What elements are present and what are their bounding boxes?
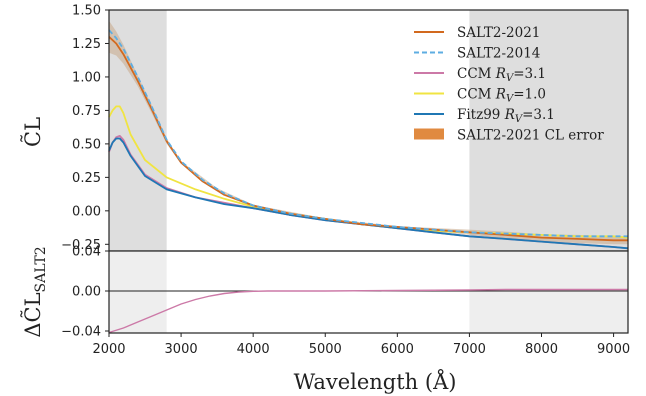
legend-entry-ccm-r-v-3-1: CCM RV=3.1	[414, 66, 546, 84]
bottom-y-axis-title-sub: SALT2	[33, 246, 49, 292]
top-y-tick-label: 1.00	[72, 70, 101, 85]
legend-entry-salt2-2014: SALT2-2014	[414, 46, 540, 62]
top-y-tick-label: 1.50	[72, 4, 101, 19]
residual-panel: 0.04 0.00 −0.04	[61, 245, 629, 340]
top-y-tick-label: 1.25	[72, 37, 101, 52]
top-shaded-region-1	[469, 10, 628, 251]
legend: SALT2-2021 SALT2-2014 CCM RV=3.1 CCM RV=1.0…	[414, 25, 604, 144]
bottom-y-axis-title-main: ΔC̃L	[21, 292, 45, 337]
legend-swatch	[414, 128, 444, 140]
legend-label: SALT2-2021	[457, 25, 540, 41]
legend-label: SALT2-2014	[457, 46, 540, 62]
top-series-lines	[108, 29, 629, 250]
top-y-ticks: 1.50 1.25 1.00 0.75 0.50 0.25 0.00 −0.25	[61, 4, 109, 253]
bottom-plot-frame	[108, 250, 629, 334]
legend-label: SALT2-2021 CL error	[457, 128, 604, 144]
x-tick-label: 7000	[453, 342, 486, 357]
legend-entry-fitz99-r-v-3-1: Fitz99 RV=3.1	[414, 107, 555, 125]
x-tick-label: 5000	[309, 342, 342, 357]
top-y-axis-title-group: C̃L	[21, 117, 45, 147]
legend-entry-ccm-r-v-1-0: CCM RV=1.0	[414, 87, 546, 105]
legend-label: Fitz99 RV=3.1	[457, 107, 555, 125]
residual-line-0	[108, 288, 628, 334]
series-line-fitz99-r-v-3-1	[108, 137, 629, 250]
x-axis-ticks: 2000 3000 4000 5000 6000 7000 8000 9000	[92, 333, 630, 357]
legend-entry-salt2-2021-cl-error: SALT2-2021 CL error	[414, 128, 604, 144]
series-line-salt2-2014	[108, 29, 628, 238]
legend-label: CCM RV=1.0	[457, 87, 546, 105]
top-y-tick-label: −0.25	[61, 238, 101, 253]
x-axis-title: Wavelength (Å)	[294, 369, 457, 394]
bottom-y-tick-label: 0.00	[72, 285, 101, 300]
x-tick-label: 2000	[92, 342, 125, 357]
top-y-tick-label: 0.25	[72, 171, 101, 186]
x-tick-label: 3000	[165, 342, 198, 357]
x-tick-label: 9000	[597, 342, 630, 357]
bottom-y-tick-label: 0.04	[72, 245, 101, 260]
top-shaded-regions	[109, 10, 628, 251]
bottom-shaded-region-0	[109, 251, 167, 333]
x-tick-label: 4000	[237, 342, 270, 357]
top-y-axis-title: C̃L	[21, 117, 45, 147]
bottom-series-lines	[108, 288, 628, 334]
bottom-y-axis-title-group: ΔC̃LSALT2	[21, 246, 49, 337]
main-panel: 1.50 1.25 1.00 0.75 0.50 0.25 0.00 −0.25	[61, 4, 629, 253]
top-y-tick-label: 0.00	[72, 204, 101, 219]
legend-label: CCM RV=3.1	[457, 66, 546, 84]
x-tick-label: 6000	[381, 342, 414, 357]
bottom-y-tick-label: −0.04	[61, 325, 101, 340]
legend-entry-salt2-2021: SALT2-2021	[414, 25, 540, 41]
bottom-y-axis-title: ΔC̃LSALT2	[21, 246, 49, 337]
top-y-tick-label: 0.75	[72, 104, 101, 119]
bottom-shaded-region-1	[469, 251, 628, 333]
x-tick-label: 8000	[525, 342, 558, 357]
top-y-tick-label: 0.50	[72, 137, 101, 152]
bottom-shaded-regions	[109, 251, 628, 333]
